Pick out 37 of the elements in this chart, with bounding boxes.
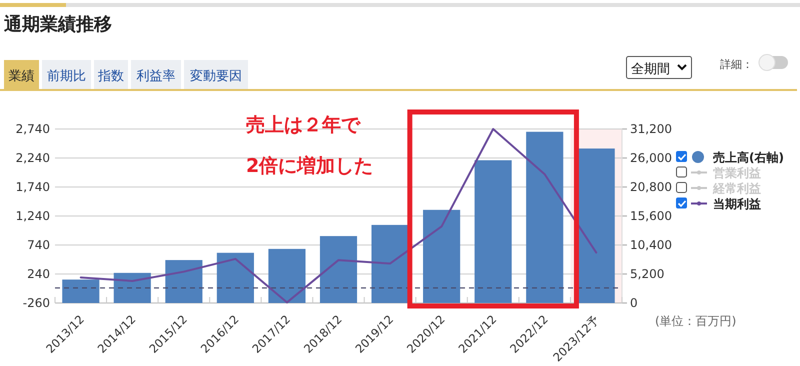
legend-label: 売上高(右軸) [713,150,784,164]
bar [423,210,460,303]
bar [114,272,151,303]
y-tick-label: 1,740 [16,180,50,194]
y-tick-label: 1,240 [16,209,50,223]
y-tick-label: 2,240 [16,151,50,165]
bar [268,248,306,303]
bar [165,260,202,303]
text: 変動要因 [190,68,242,84]
bar [526,132,564,303]
text: 全期間 [631,62,670,77]
y-tick-label: 2,740 [16,122,50,136]
bar [216,252,254,303]
y2-tick-label: 15,600 [630,209,672,223]
annotation: 2倍に増加した [246,155,374,177]
y2-tick-label: 5,200 [630,267,664,281]
bar [62,280,100,303]
text: 利益率 [136,68,176,84]
bar [371,224,409,303]
text: 指数 [97,69,124,84]
bar [320,236,358,303]
text: 詳細： [720,58,753,71]
text: (単位：百万円) [655,314,736,328]
annotation: 売上は２年で [246,114,361,136]
bar [474,160,512,303]
text: 業績 [8,69,34,84]
y2-tick-label: 0 [630,296,638,310]
text: 前期比 [47,69,86,84]
y-tick-label: -260 [22,296,50,310]
chart-title: 通期業績推移 [3,14,112,35]
legend-label: 当期利益 [713,197,761,211]
y2-tick-label: 20,800 [630,180,672,194]
y2-tick-label: 26,000 [630,151,672,165]
y-tick-label: 240 [27,267,50,281]
y2-tick-label: 31,200 [630,122,672,136]
y2-tick-label: 10,400 [630,238,672,252]
y-tick-label: 740 [27,238,50,252]
